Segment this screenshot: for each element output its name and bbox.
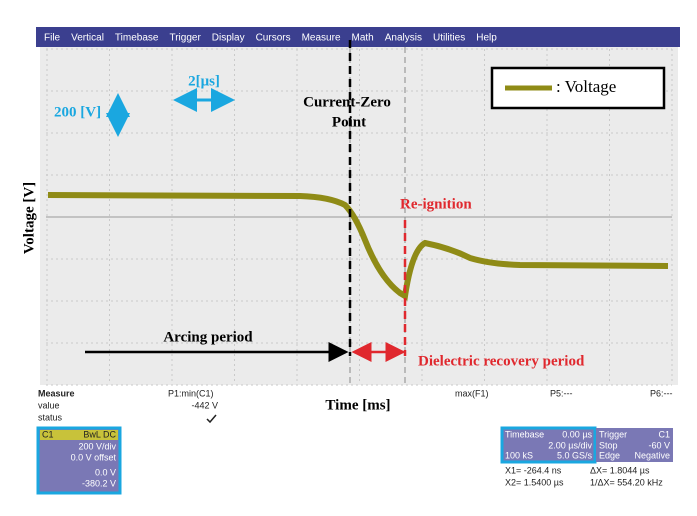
measure-title: Measure	[38, 388, 75, 398]
menu-item[interactable]: Vertical	[71, 33, 104, 44]
channel-scale: 200 V/div	[78, 441, 116, 451]
channel-offset: 0.0 V offset	[71, 452, 117, 462]
channel-header	[40, 430, 118, 440]
menu-item[interactable]: Trigger	[169, 33, 201, 44]
timebase-samples: 100 kS	[505, 450, 533, 460]
measure-row: value	[38, 400, 60, 410]
param: P6:---	[650, 388, 673, 398]
measure-row: status	[38, 412, 63, 422]
menu-item[interactable]: File	[44, 33, 61, 44]
cursor-readout: ΔX= 1.8044 µs	[590, 465, 650, 475]
param: P1:min(C1)	[168, 388, 214, 398]
trigger-mode: Stop	[599, 440, 618, 450]
menu-item[interactable]: Cursors	[256, 33, 291, 44]
annotation: Current-Zero	[303, 94, 391, 110]
trigger-box	[596, 428, 673, 462]
channel-name: C1	[42, 429, 54, 439]
cursor-readout: X1= -264.4 ns	[505, 465, 562, 475]
channel-flags: BwL DC	[83, 429, 116, 439]
param: max(F1)	[455, 388, 489, 398]
trigger-channel: C1	[658, 429, 670, 439]
trigger-type: Edge	[599, 450, 620, 460]
menu-item[interactable]: Analysis	[385, 33, 422, 44]
waveform	[47, 192, 669, 301]
annotation: Arcing period	[163, 329, 253, 345]
timebase-rate: 5.0 GS/s	[557, 450, 593, 460]
x-axis-label: Time [ms]	[325, 397, 390, 413]
param-value: -442 V	[191, 400, 218, 410]
menu-item[interactable]: Display	[212, 33, 245, 44]
menu-bar	[36, 27, 680, 47]
volt-scale: 200 [V]	[54, 104, 101, 120]
menu-item[interactable]: Utilities	[433, 33, 465, 44]
menu-item[interactable]: Measure	[302, 33, 341, 44]
timebase-box	[500, 426, 597, 464]
annotation: Dielectric recovery period	[418, 353, 585, 369]
y-axis-label: Voltage [V]	[21, 182, 37, 254]
trigger-level: -60 V	[648, 440, 670, 450]
trigger-label: Trigger	[599, 429, 627, 439]
check	[206, 414, 217, 424]
param: P5:---	[550, 388, 573, 398]
timebase-label: Timebase	[505, 429, 544, 439]
channel-value: -380.2 V	[82, 478, 116, 488]
trigger-slope: Negative	[634, 450, 670, 460]
annotation: Re-ignition	[400, 196, 472, 212]
menu-item[interactable]: Help	[476, 33, 497, 44]
menu-item[interactable]: Timebase	[115, 33, 159, 44]
timebase-scale: 2.00 µs/div	[548, 440, 592, 450]
cursor-readout: 1/ΔX= 554.20 kHz	[590, 477, 663, 487]
menu-item[interactable]: Math	[352, 33, 374, 44]
legend-label: : Voltage	[556, 77, 616, 96]
time-scale: 2[μs]	[188, 73, 220, 89]
channel-value: 0.0 V	[95, 467, 116, 477]
timebase-delay: 0.00 µs	[562, 429, 592, 439]
annotation: Point	[332, 114, 366, 130]
cursor-readout: X2= 1.5400 µs	[505, 477, 564, 487]
